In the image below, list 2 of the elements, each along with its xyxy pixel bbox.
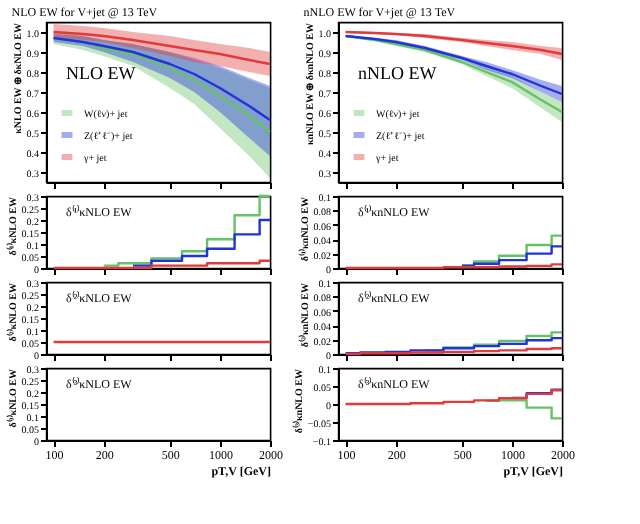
annotation: nNLO EW	[358, 63, 438, 84]
annotation: NLO EW	[66, 63, 137, 84]
